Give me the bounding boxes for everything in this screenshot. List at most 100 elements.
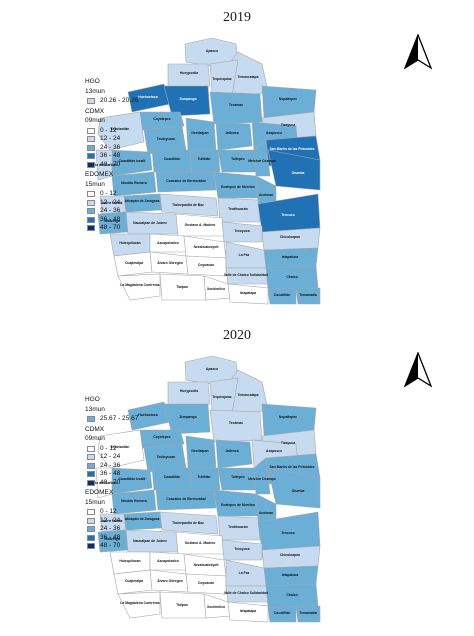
legend-item-label: 0 - 12 (100, 444, 117, 452)
legend-swatch (87, 161, 95, 168)
municipality-label: Temascalapa (237, 75, 258, 79)
municipality-label: Tlalpan (176, 603, 188, 607)
legend-edomex-subtitle: 15mun (85, 498, 105, 506)
north-arrow-icon (404, 352, 432, 388)
municipality-label: Nezahualcóyotl (194, 563, 219, 567)
legend-swatch (87, 471, 95, 478)
municipality-label: Temascalapa (237, 393, 258, 397)
municipality-label: Cuajimalpa (125, 261, 143, 265)
municipality-label: Chicoloapan (280, 553, 300, 557)
municipality-label: Teotihuacán (228, 207, 248, 211)
legend-swatch (87, 416, 95, 423)
municipality-label: Tecámac (229, 103, 243, 107)
legend-item-label: 24 - 36 (100, 525, 121, 532)
legend-item-label: 0 - 12 (100, 508, 117, 515)
municipality-label: Teotihuacán (228, 525, 248, 529)
legend-item-label: 48 - 70 (100, 478, 121, 486)
legend-swatch (87, 127, 95, 134)
legend-swatch (87, 191, 95, 198)
municipality-label: Jilotzingo (104, 537, 120, 541)
legend-cdmx-title: CDMX (85, 425, 105, 433)
map-legend: HGO 13mun 25.67 - 25.67 CDMX 09mun 0 - 1… (85, 394, 195, 551)
legend-item-label: 12 - 24 (100, 516, 121, 524)
municipality-label: Atizapán de Zaragoza (125, 199, 160, 203)
municipality-hueypoxtla (167, 381, 211, 407)
legend-item: 0 - 12 (87, 127, 195, 136)
municipality-label: Naucalpan de Juárez (133, 221, 167, 225)
municipality-chicoloapan (261, 227, 321, 251)
legend-swatch (87, 199, 95, 206)
municipality-label: Hueypoxtla (180, 389, 198, 393)
legend-item: 20.26 - 20.26 (87, 97, 195, 106)
municipality-tlalnepantla (159, 511, 219, 535)
legend-hgo-title: HGO (85, 396, 100, 403)
legend-item: 24 - 36 (87, 462, 195, 471)
municipality-label: Azcapotzalco (157, 559, 179, 563)
legend-cdmx-subtitle: 09mun (85, 117, 105, 124)
legend-item-label: 24 - 36 (100, 143, 121, 151)
municipality-label: Cuautitlán Izcalli (119, 477, 146, 481)
legend-swatch (87, 526, 95, 533)
municipality-label: Chicoloapan (280, 235, 300, 239)
municipality-tezoyuca (221, 221, 263, 243)
legend-item-label: 0 - 12 (100, 126, 117, 134)
legend-swatch (87, 445, 95, 452)
legend-swatch (87, 517, 95, 524)
municipality-label: Tizayuca (281, 123, 295, 127)
legend-item: 0 - 12 (87, 445, 195, 454)
municipality-magdalena (117, 591, 161, 619)
legend-item-label: 48 - 70 (100, 542, 121, 549)
municipality-label: Teoloyucan (157, 137, 176, 141)
legend-hgo-items: 20.26 - 20.26 (85, 97, 195, 106)
map-regions (95, 37, 321, 305)
municipality-label: Xochimilco (207, 287, 225, 291)
municipality-label: Tultitlán (198, 475, 211, 479)
municipality-label: Apaxco (206, 367, 218, 371)
legend-hgo-subtitle: 13mun (85, 87, 105, 95)
municipality-coyoacan (185, 255, 227, 277)
legend-item: 24 - 36 (87, 144, 195, 153)
municipality-label: Axapusco (266, 449, 282, 453)
municipality-label: Melchor Ocampo (248, 159, 276, 163)
municipality-nicolas-romero (111, 489, 157, 515)
municipality-jaltenco (215, 121, 253, 151)
legend-item-label: 25.67 - 25.67 (100, 415, 139, 422)
municipality-iztapalapa (227, 283, 269, 305)
municipality-iztapalapa (227, 601, 269, 623)
municipality-label: Huehuetoca (138, 95, 158, 99)
municipality-chicoloapan (261, 545, 321, 569)
municipality-label: Texcoco (281, 531, 295, 535)
municipality-label: Nopaltepec (279, 97, 297, 101)
municipality-cocotitlan (267, 287, 297, 305)
municipality-label: Tlalnepantla de Baz (172, 521, 204, 525)
map-labels: Apaxco Hueypoxtla Temascalapa Tequixquiac Hu… (91, 367, 317, 615)
municipality-label: Jaltenco (225, 131, 239, 135)
municipality-label: Otumba (292, 489, 305, 493)
legend-swatch (87, 479, 95, 486)
municipality-label: Melchor Ocampo (248, 477, 276, 481)
legend-swatch (87, 509, 95, 516)
legend-item: 0 - 12 (87, 508, 195, 517)
legend-cdmx-items: 0 - 12 12 - 24 24 - 36 36 - 48 48 - 70 (85, 445, 195, 488)
legend-item: 48 - 70 (87, 479, 195, 488)
legend-hgo-items: 25.67 - 25.67 (85, 415, 195, 424)
legend-cdmx-items: 0 - 12 12 - 24 24 - 36 36 - 48 48 - 70 (85, 127, 195, 170)
municipality-label: Gustavo A. Madero (185, 223, 216, 227)
municipality-hueypoxtla (167, 63, 211, 89)
municipality-label: Otumba (292, 171, 305, 175)
legend-item-label: 36 - 48 (100, 215, 121, 223)
municipality-label: Tultepec (231, 157, 245, 161)
municipality-temamatla (295, 287, 321, 305)
municipality-label: Naucalpan de Juárez (133, 539, 167, 543)
map-labels: Apaxco Hueypoxtla Temascalapa Tequixquiac Hu… (91, 49, 317, 297)
municipality-label: Chalco (286, 593, 297, 597)
year-title: 2019 (223, 10, 251, 25)
municipality-label: Valle de Chalco Solidaridad (224, 591, 268, 595)
municipality-label: Cuautitlán Izcalli (119, 159, 146, 163)
municipality-tlalnepantla (159, 193, 219, 217)
municipality-label: Huehuetoca (138, 413, 158, 417)
municipality-label: Nopaltepec (279, 415, 297, 419)
legend-item: 36 - 48 (87, 470, 195, 479)
municipality-label: Coacalco de Berriozábal (166, 179, 205, 183)
municipality-zumpango (163, 403, 211, 435)
